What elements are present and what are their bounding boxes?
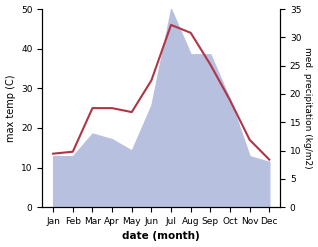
X-axis label: date (month): date (month) [122,231,200,242]
Y-axis label: max temp (C): max temp (C) [5,74,16,142]
Y-axis label: med. precipitation (kg/m2): med. precipitation (kg/m2) [303,47,313,169]
